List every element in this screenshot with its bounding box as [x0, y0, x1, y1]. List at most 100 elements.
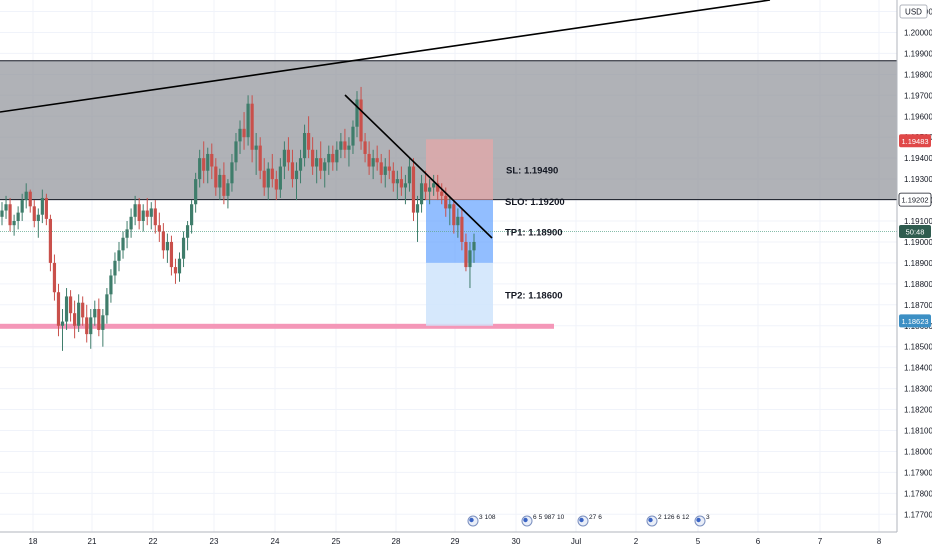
candle-body: [242, 128, 246, 138]
candle-body: [177, 258, 182, 274]
currency-label: USD: [905, 8, 922, 17]
price-tick-label: 1.18400: [904, 364, 932, 373]
candle-body: [395, 179, 399, 184]
candle-body: [129, 216, 133, 230]
candle-body: [286, 149, 291, 163]
candle-body: [194, 179, 198, 205]
economic-events-row[interactable]: 3 108 6 5 987 10 27 6 2 126 6 12 3: [467, 514, 710, 527]
tp2-target-box: [426, 262, 493, 326]
currency-badge[interactable]: USD: [899, 4, 928, 19]
candle-body: [363, 141, 367, 154]
candle-body: [379, 162, 383, 175]
price-tick-label: 1.19600: [904, 112, 932, 121]
candle-body: [274, 179, 278, 190]
candle-body: [77, 302, 81, 326]
candle-body: [56, 292, 61, 326]
price-tag-box: [899, 224, 931, 238]
candle-body: [44, 197, 48, 219]
candle-body: [460, 216, 464, 242]
short-position-tool[interactable]: [426, 139, 493, 326]
candle-body: [97, 308, 101, 330]
candle-body: [319, 158, 323, 171]
candle-body: [347, 145, 351, 150]
price-tick-label: 1.19100: [904, 217, 932, 226]
time-tick-label: 21: [88, 537, 97, 546]
time-tick-label: 5: [696, 537, 701, 546]
candle-body: [238, 128, 242, 142]
candle-body: [383, 166, 387, 175]
event-count-label: 27: [589, 514, 597, 521]
candle-body: [311, 149, 315, 167]
candle-body: [436, 183, 440, 192]
candle-body: [222, 174, 226, 196]
candle-body: [415, 204, 420, 213]
price-tag-label: 1.18623: [901, 317, 928, 326]
price-tag-box: [899, 134, 931, 148]
candle-body: [64, 296, 69, 322]
candle-body: [4, 204, 8, 211]
event-count-label: 10: [557, 514, 565, 521]
candle-body: [181, 237, 186, 259]
support-level-band: [0, 323, 554, 329]
candle-body: [206, 153, 210, 171]
candle-body: [432, 183, 436, 188]
candle-body: [331, 153, 335, 163]
candle-body: [226, 183, 230, 196]
event-count-label: 108: [485, 514, 496, 521]
candle-body: [117, 250, 121, 261]
descending-trendline[interactable]: [344, 94, 493, 239]
rising-trendline[interactable]: [0, 0, 771, 113]
event-count-label: 6: [533, 514, 537, 521]
time-tick-label: 23: [210, 537, 219, 546]
price-tick-label: 1.18200: [904, 406, 932, 415]
price-axis-background[interactable]: [897, 0, 932, 532]
candle-body: [68, 296, 73, 314]
candle-body: [343, 141, 347, 150]
candle-body: [355, 99, 359, 127]
candle-body: [359, 99, 363, 142]
event-dot-icon: [696, 517, 701, 523]
time-axis-background[interactable]: [0, 532, 932, 550]
price-tick-label: 1.18300: [904, 385, 932, 394]
price-tick-label: 1.19900: [904, 49, 932, 58]
event-count-label: 987: [544, 514, 555, 521]
candle-body: [40, 197, 44, 215]
candle-body: [472, 241, 476, 251]
candle-body: [153, 208, 157, 226]
candle-body: [399, 179, 403, 188]
candle-body: [145, 210, 149, 217]
candle-body: [198, 158, 202, 180]
price-tick-label: 1.17900: [904, 468, 932, 477]
candle-body: [125, 229, 129, 238]
candle-body: [278, 166, 282, 190]
candle-body: [73, 313, 77, 326]
candle-body: [149, 208, 153, 217]
time-tick-label: 29: [451, 537, 460, 546]
candle-body: [12, 221, 16, 226]
candle-body: [254, 145, 258, 150]
price-tick-label: 1.17700: [904, 510, 932, 519]
candle-body: [351, 126, 355, 146]
price-tick-label: 1.18800: [904, 280, 932, 289]
candle-body: [448, 204, 452, 209]
time-tick-label: 28: [392, 537, 401, 546]
candle-body: [323, 162, 327, 171]
candle-body: [185, 225, 190, 238]
candle-body: [234, 141, 238, 163]
candle-body: [32, 206, 36, 221]
candle-body: [282, 149, 286, 167]
candle-body: [52, 262, 57, 293]
candle-body: [8, 204, 12, 226]
tp2-label: TP2: 1.18600: [505, 290, 563, 301]
event-dot-icon: [523, 517, 528, 523]
event-dot-icon: [648, 517, 653, 523]
price-tick-label: 1.18100: [904, 427, 932, 436]
candle-body: [48, 218, 53, 263]
candle-body: [190, 204, 194, 226]
candle-body: [202, 158, 206, 171]
candle-body: [36, 214, 40, 221]
candle-body: [210, 153, 214, 167]
trade-labels: SL: 1.19490 SLO: 1.19200 TP1: 1.18900 TP…: [505, 166, 565, 302]
time-tick-label: 22: [149, 537, 158, 546]
